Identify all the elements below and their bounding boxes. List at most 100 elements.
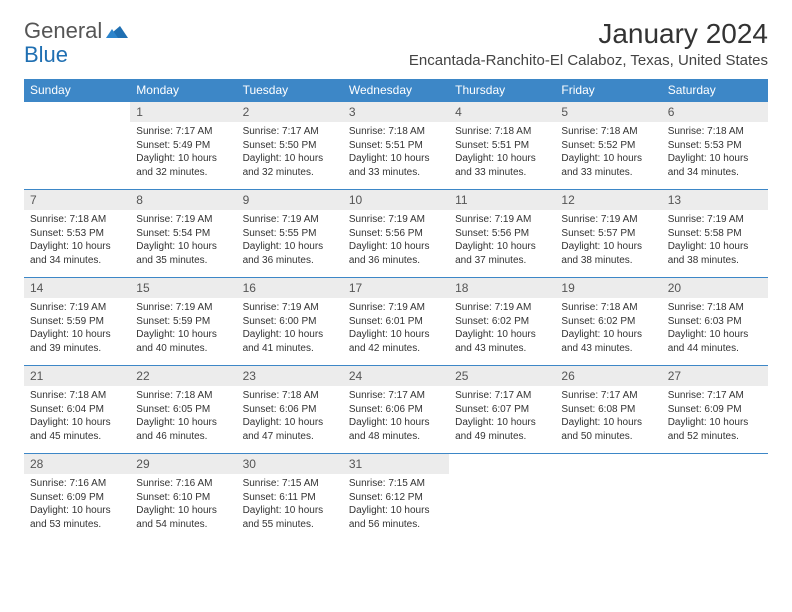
calendar-cell: 18Sunrise: 7:19 AMSunset: 6:02 PMDayligh… — [449, 278, 555, 366]
sunrise-label: Sunrise: — [349, 390, 388, 401]
daylight-label: Daylight: — [349, 241, 391, 252]
sunset-value: 6:01 PM — [386, 316, 423, 327]
day-content: Sunrise: 7:18 AMSunset: 6:06 PMDaylight:… — [237, 386, 343, 446]
daylight-label: Daylight: — [136, 329, 178, 340]
calendar-cell: 1Sunrise: 7:17 AMSunset: 5:49 PMDaylight… — [130, 102, 236, 190]
daylight-label: Daylight: — [136, 417, 178, 428]
day-number: 15 — [130, 278, 236, 298]
sunrise-value: 7:17 AM — [176, 126, 213, 137]
sunrise-value: 7:17 AM — [707, 390, 744, 401]
day-content: Sunrise: 7:19 AMSunset: 5:54 PMDaylight:… — [130, 210, 236, 270]
sunset-value: 6:03 PM — [704, 316, 741, 327]
calendar-table: SundayMondayTuesdayWednesdayThursdayFrid… — [24, 79, 768, 542]
sunset-label: Sunset: — [349, 404, 386, 415]
daylight-label: Daylight: — [668, 241, 710, 252]
calendar-cell: 8Sunrise: 7:19 AMSunset: 5:54 PMDaylight… — [130, 190, 236, 278]
sunrise-value: 7:19 AM — [176, 302, 213, 313]
calendar-cell: 17Sunrise: 7:19 AMSunset: 6:01 PMDayligh… — [343, 278, 449, 366]
daylight-label: Daylight: — [30, 329, 72, 340]
sunrise-value: 7:19 AM — [282, 214, 319, 225]
sunset-label: Sunset: — [243, 492, 280, 503]
sunrise-label: Sunrise: — [136, 126, 175, 137]
calendar-cell: 31Sunrise: 7:15 AMSunset: 6:12 PMDayligh… — [343, 454, 449, 542]
sunset-label: Sunset: — [455, 404, 492, 415]
sunrise-label: Sunrise: — [243, 302, 282, 313]
sunset-label: Sunset: — [561, 316, 598, 327]
sunrise-value: 7:18 AM — [601, 302, 638, 313]
calendar-cell: 21Sunrise: 7:18 AMSunset: 6:04 PMDayligh… — [24, 366, 130, 454]
sunset-value: 5:51 PM — [386, 140, 423, 151]
sunset-value: 5:53 PM — [67, 228, 104, 239]
day-content: Sunrise: 7:18 AMSunset: 6:02 PMDaylight:… — [555, 298, 661, 358]
sunrise-label: Sunrise: — [455, 214, 494, 225]
daylight-label: Daylight: — [455, 241, 497, 252]
day-number: 25 — [449, 366, 555, 386]
daylight-label: Daylight: — [668, 329, 710, 340]
sunset-label: Sunset: — [561, 140, 598, 151]
sunset-value: 6:06 PM — [386, 404, 423, 415]
day-content: Sunrise: 7:15 AMSunset: 6:12 PMDaylight:… — [343, 474, 449, 534]
sunrise-value: 7:16 AM — [69, 478, 106, 489]
sunrise-value: 7:18 AM — [69, 390, 106, 401]
sunset-value: 6:11 PM — [279, 492, 316, 503]
sunrise-value: 7:17 AM — [601, 390, 638, 401]
calendar-row: 7Sunrise: 7:18 AMSunset: 5:53 PMDaylight… — [24, 190, 768, 278]
sunset-label: Sunset: — [349, 316, 386, 327]
sunrise-label: Sunrise: — [136, 214, 175, 225]
sunrise-label: Sunrise: — [349, 214, 388, 225]
daylight-label: Daylight: — [455, 153, 497, 164]
calendar-cell: 24Sunrise: 7:17 AMSunset: 6:06 PMDayligh… — [343, 366, 449, 454]
day-number: 11 — [449, 190, 555, 210]
sunset-value: 5:53 PM — [704, 140, 741, 151]
day-content: Sunrise: 7:18 AMSunset: 6:05 PMDaylight:… — [130, 386, 236, 446]
day-content: Sunrise: 7:18 AMSunset: 5:53 PMDaylight:… — [24, 210, 130, 270]
sunrise-label: Sunrise: — [243, 214, 282, 225]
day-content: Sunrise: 7:19 AMSunset: 6:01 PMDaylight:… — [343, 298, 449, 358]
day-number: 18 — [449, 278, 555, 298]
sunset-value: 5:52 PM — [598, 140, 635, 151]
sunrise-label: Sunrise: — [243, 126, 282, 137]
calendar-cell: 23Sunrise: 7:18 AMSunset: 6:06 PMDayligh… — [237, 366, 343, 454]
sunset-label: Sunset: — [136, 316, 173, 327]
day-number: 31 — [343, 454, 449, 474]
sunset-label: Sunset: — [668, 316, 705, 327]
day-content: Sunrise: 7:19 AMSunset: 6:02 PMDaylight:… — [449, 298, 555, 358]
day-content: Sunrise: 7:19 AMSunset: 5:55 PMDaylight:… — [237, 210, 343, 270]
day-content: Sunrise: 7:17 AMSunset: 6:06 PMDaylight:… — [343, 386, 449, 446]
day-content: Sunrise: 7:16 AMSunset: 6:10 PMDaylight:… — [130, 474, 236, 534]
sunrise-label: Sunrise: — [30, 214, 69, 225]
sunrise-label: Sunrise: — [561, 390, 600, 401]
sunset-label: Sunset: — [561, 404, 598, 415]
sunset-value: 6:02 PM — [598, 316, 635, 327]
sunrise-value: 7:18 AM — [495, 126, 532, 137]
sunset-label: Sunset: — [243, 404, 280, 415]
calendar-row: 1 Sunrise: 7:17 AM Sunset: 5:49 PM Daylight… — [24, 102, 768, 190]
day-content: Sunrise: 7:18 AMSunset: 5:51 PMDaylight:… — [343, 122, 449, 182]
sunset-value: 6:10 PM — [173, 492, 210, 503]
sunset-value: 6:12 PM — [386, 492, 423, 503]
day-number: 28 — [24, 454, 130, 474]
day-number: 1 — [130, 102, 236, 122]
daylight-label: Daylight: — [561, 153, 603, 164]
sunset-label: Sunset: — [136, 492, 173, 503]
sunrise-label: Sunrise: — [668, 390, 707, 401]
sunrise-label: Sunrise: — [455, 302, 494, 313]
daylight-label: Daylight: — [136, 241, 178, 252]
sunrise-label: Sunrise: — [668, 214, 707, 225]
day-content: Sunrise: 7:18 AMSunset: 5:52 PMDaylight:… — [555, 122, 661, 182]
weekday-header: Thursday — [449, 79, 555, 102]
calendar-cell — [24, 102, 130, 190]
sunset-label: Sunset: — [136, 228, 173, 239]
day-number: 10 — [343, 190, 449, 210]
day-number: 21 — [24, 366, 130, 386]
sunset-label: Sunset: — [30, 316, 67, 327]
calendar-cell: 25Sunrise: 7:17 AMSunset: 6:07 PMDayligh… — [449, 366, 555, 454]
day-number: 24 — [343, 366, 449, 386]
sunrise-label: Sunrise: — [561, 214, 600, 225]
sunset-value: 5:49 PM — [173, 140, 210, 151]
sunrise-value: 7:18 AM — [176, 390, 213, 401]
sunset-label: Sunset: — [561, 228, 598, 239]
sunrise-value: 7:18 AM — [707, 126, 744, 137]
sunset-value: 5:51 PM — [492, 140, 529, 151]
sunset-value: 6:08 PM — [598, 404, 635, 415]
